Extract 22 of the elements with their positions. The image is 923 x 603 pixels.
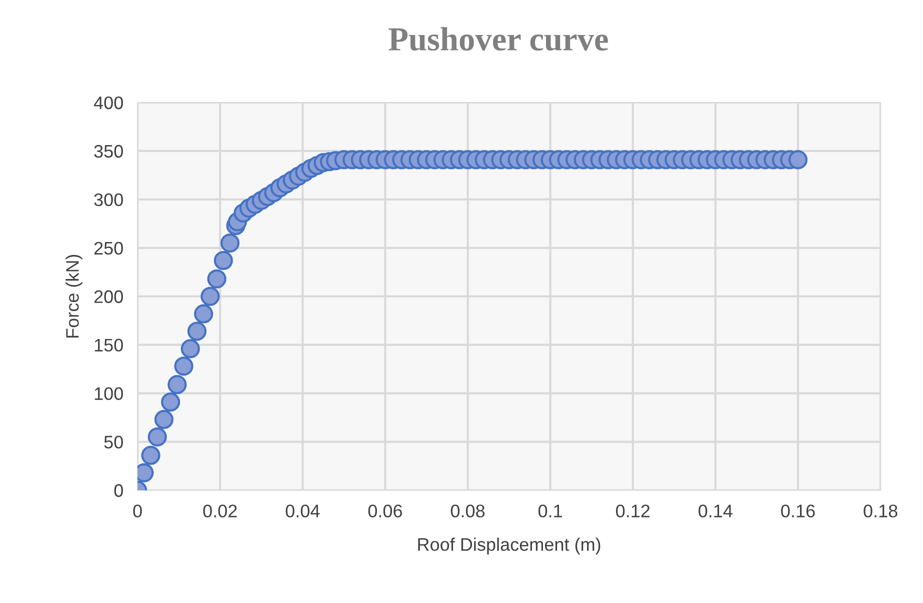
x-tick-label: 0.06 [368,504,402,518]
x-tick-label: 0.16 [781,504,815,518]
y-tick-label: 250 [94,242,123,255]
y-axis-title: Force (kN) [66,254,82,338]
y-tick-label: 350 [94,144,123,158]
y-tick-label: 400 [94,96,123,110]
x-tick-label: 0.18 [864,504,898,518]
y-tick-label: 300 [94,193,123,206]
x-tick-label: 0.12 [616,504,650,518]
y-tick-label: 200 [94,290,123,304]
x-axis-title: Roof Displacement (m) [418,538,600,554]
x-tick-label: 0.08 [450,504,485,518]
x-tick-label: 0 [133,504,142,518]
x-tick-label: 0.04 [286,504,320,518]
y-tick-label: 0 [114,484,123,497]
y-tick-label: 100 [94,387,123,400]
y-tick-label: 150 [94,338,123,352]
x-tick-label: 0.14 [698,504,732,518]
y-tick-label: 50 [104,436,123,448]
x-tick-label: 0.1 [538,504,562,518]
chart-title: Pushover curve [388,27,608,51]
x-tick-label: 0.02 [203,504,237,518]
